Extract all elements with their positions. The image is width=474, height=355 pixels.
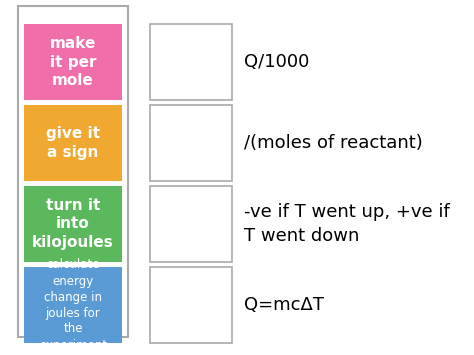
FancyBboxPatch shape xyxy=(150,105,232,181)
FancyBboxPatch shape xyxy=(150,186,232,262)
FancyBboxPatch shape xyxy=(150,267,232,343)
FancyBboxPatch shape xyxy=(24,186,122,262)
Text: -ve if T went up, +ve if
T went down: -ve if T went up, +ve if T went down xyxy=(244,203,450,245)
Text: Q/1000: Q/1000 xyxy=(244,53,310,71)
Text: make
it per
mole: make it per mole xyxy=(50,36,96,88)
Text: Q=mcΔT: Q=mcΔT xyxy=(244,296,324,314)
FancyBboxPatch shape xyxy=(24,105,122,181)
Text: give it
a sign: give it a sign xyxy=(46,126,100,160)
Text: /(moles of reactant): /(moles of reactant) xyxy=(244,134,423,152)
FancyBboxPatch shape xyxy=(24,24,122,100)
Text: calculate
energy
change in
joules for
the
experiment: calculate energy change in joules for th… xyxy=(39,258,107,351)
FancyBboxPatch shape xyxy=(150,24,232,100)
FancyBboxPatch shape xyxy=(24,267,122,343)
Text: turn it
into
kilojoules: turn it into kilojoules xyxy=(32,198,114,250)
